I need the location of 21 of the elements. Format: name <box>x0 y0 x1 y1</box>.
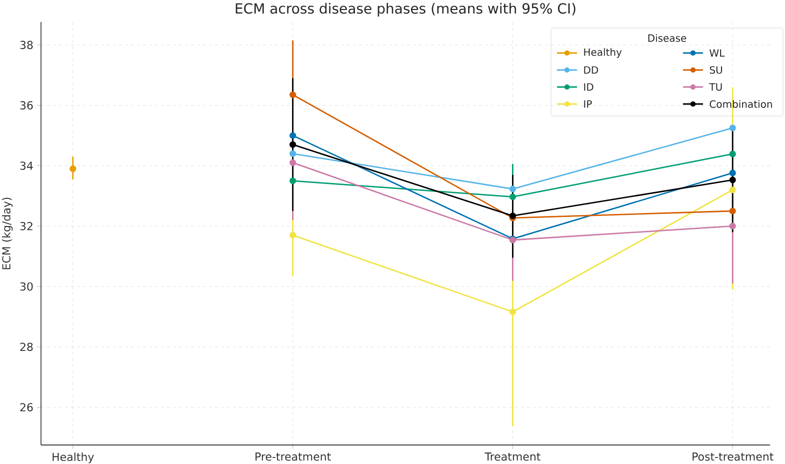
y-tick-label: 34 <box>20 162 33 170</box>
y-tick-label: 30 <box>20 282 33 291</box>
x-tick-label: Healthy <box>52 452 94 464</box>
legend-title: Disease <box>648 34 686 42</box>
legend-label: IP <box>584 100 592 108</box>
legend-label: SU <box>710 66 722 74</box>
legend-label: DD <box>584 66 598 74</box>
y-axis-title: ECM (kg/day) <box>2 198 13 270</box>
legend-label: TU <box>709 83 722 91</box>
legend-label: WL <box>710 49 725 57</box>
chart-title: ECM across disease phases (means with 95% CI) <box>236 2 576 16</box>
x-tick-label: Pre-treatment <box>256 452 331 461</box>
y-tick-label: 26 <box>20 403 33 412</box>
y-tick-label: 38 <box>20 40 33 50</box>
y-tick-label: 28 <box>20 342 33 352</box>
legend-label: ID <box>584 83 594 91</box>
x-tick-label: Treatment <box>484 452 540 461</box>
legend-label: Healthy <box>584 48 622 58</box>
x-tick-label: Post-treatment <box>692 452 774 461</box>
y-tick-label: 36 <box>20 101 33 110</box>
y-tick-label: 32 <box>20 222 32 230</box>
